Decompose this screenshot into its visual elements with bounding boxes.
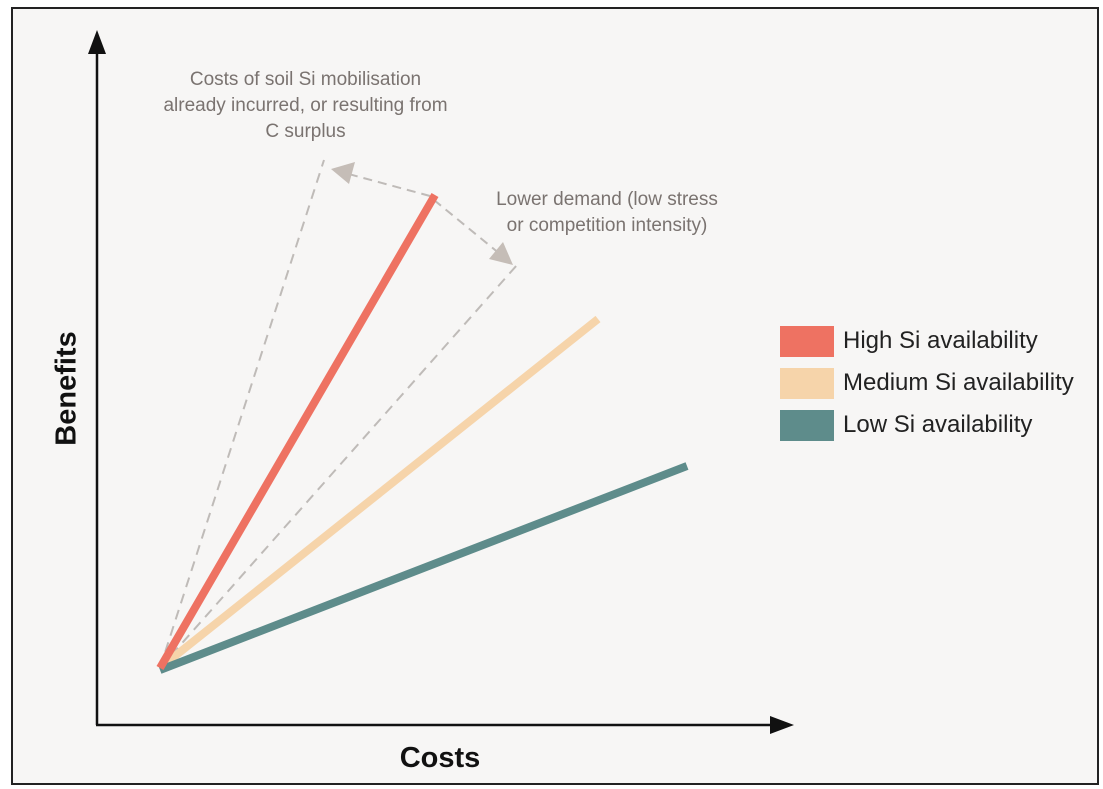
y-axis-arrow-icon [88, 30, 106, 54]
legend-item-high: High Si availability [780, 324, 1074, 358]
legend-item-medium: Medium Si availability [780, 366, 1074, 400]
y-axis-label: Benefits [50, 331, 83, 446]
dashed-line-upper [159, 159, 325, 669]
legend-swatch-high [780, 325, 834, 357]
dashed-line-lower [159, 264, 518, 669]
legend-label-high: High Si availability [843, 327, 1038, 354]
legend-label-medium: Medium Si availability [843, 369, 1074, 396]
legend-item-low: Low Si availability [780, 408, 1074, 442]
x-axis-arrow-icon [770, 716, 794, 734]
low-si-line [158, 462, 689, 674]
legend: High Si availability Medium Si availabil… [780, 324, 1074, 450]
medium-si-line [157, 315, 601, 672]
high-si-line [156, 192, 439, 671]
dashed-arrow-demand [433, 199, 501, 255]
legend-swatch-low [780, 409, 834, 441]
arrowhead-demand-icon [489, 242, 513, 265]
costs-annotation: Costs of soil Si mobilisation already in… [163, 69, 448, 142]
dashed-arrow-costs [344, 172, 431, 197]
x-axis-label: Costs [399, 742, 481, 774]
legend-label-low: Low Si availability [843, 411, 1033, 438]
arrowhead-costs-icon [331, 162, 355, 184]
demand-annotation: Lower demand (low stress or competition … [496, 189, 718, 236]
legend-swatch-medium [780, 367, 834, 399]
